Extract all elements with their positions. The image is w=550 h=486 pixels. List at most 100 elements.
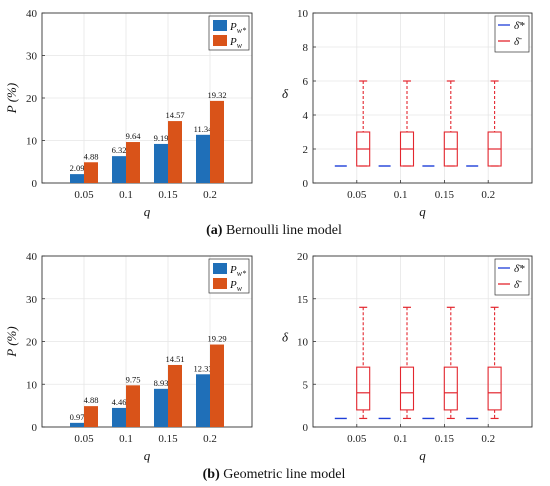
y-axis-label: P (%) <box>4 83 19 114</box>
legend-label-main: P <box>229 36 237 48</box>
x-tick-label: 0.15 <box>435 189 455 201</box>
data-label: 6.32 <box>112 145 127 155</box>
caption-a-tag: (a) <box>206 223 223 238</box>
data-label: 19.29 <box>207 334 226 344</box>
bar-pw <box>210 344 224 427</box>
x-tick-label: 0.2 <box>203 433 217 445</box>
y-tick-label: 40 <box>26 251 38 263</box>
box <box>356 366 371 411</box>
y-tick-label: 15 <box>297 294 309 306</box>
bar-pw-star <box>112 156 126 183</box>
legend-label: Pw* <box>229 21 246 35</box>
caption-a: (a) Bernoulli line model <box>206 223 342 238</box>
legend-label-main: P <box>229 279 237 291</box>
y-tick-label: 10 <box>297 337 309 349</box>
legend: δ̄* δ̄ <box>494 15 530 53</box>
bar-pw-star <box>154 388 168 427</box>
y-tick-label: 0 <box>32 178 38 190</box>
data-label: 14.51 <box>165 354 184 364</box>
data-label: 4.88 <box>84 151 99 161</box>
bar-pw <box>168 121 182 183</box>
bar-pw <box>126 142 140 183</box>
legend: δ̄* δ̄ <box>494 258 530 296</box>
y-tick-label: 0 <box>303 178 309 190</box>
x-tick-label: 0.15 <box>158 433 178 445</box>
y-tick-label: 8 <box>303 42 309 54</box>
bar-pw-star <box>196 374 210 427</box>
legend-label-subscript: w <box>237 284 243 293</box>
x-tick-label: 0.15 <box>158 189 178 201</box>
legend-swatch <box>213 263 227 274</box>
y-tick-label: 0 <box>32 422 38 434</box>
y-tick-label: 10 <box>297 8 309 20</box>
legend-label-subscript: w* <box>237 269 246 278</box>
x-tick-label: 0.2 <box>481 189 495 201</box>
x-tick-label: 0.15 <box>435 433 455 445</box>
legend-label-main: P <box>229 264 237 276</box>
legend-label: δ̄ <box>514 279 522 291</box>
legend-box <box>494 15 530 53</box>
legend-label: Pw <box>229 279 243 293</box>
bar-pw-star <box>70 422 84 427</box>
y-tick-label: 30 <box>26 51 38 63</box>
bar-pw-star <box>196 134 210 183</box>
bar-chart-geometric: 0 10 20 30 40 0.05 0.1 0.15 0.2 q P (%) 0.97 4.46 8.9… <box>4 251 253 463</box>
data-label: 9.75 <box>126 374 141 384</box>
y-tick-label: 20 <box>26 337 38 349</box>
x-tick-label: 0.1 <box>119 433 133 445</box>
data-label: 4.88 <box>84 395 99 405</box>
legend-label: Pw* <box>229 264 246 278</box>
x-axis-label: q <box>144 448 151 463</box>
legend-label: δ̄ <box>514 36 522 48</box>
data-label: 2.09 <box>70 163 85 173</box>
caption-b-text: Geometric line model <box>220 467 346 482</box>
bar-pw <box>168 364 182 427</box>
axes-box <box>312 12 533 184</box>
box-plot-bernoulli: 0 2 4 6 8 10 0.05 0.1 0.15 0.2 q δ δ̄* δ̄ <box>282 8 533 219</box>
box <box>399 366 415 411</box>
y-tick-label: 2 <box>303 144 309 156</box>
y-axis-label: P (%) <box>4 326 19 357</box>
y-tick-label: 6 <box>303 76 309 88</box>
caption-b-tag: (b) <box>203 467 220 482</box>
data-label: 9.64 <box>126 131 142 141</box>
legend-label: δ̄* <box>514 20 525 32</box>
bar-pw-star <box>112 407 126 427</box>
legend-label: δ̄* <box>514 263 525 275</box>
data-label: 19.32 <box>207 90 226 100</box>
bar-pw <box>84 162 98 183</box>
x-tick-label: 0.05 <box>347 433 367 445</box>
bar-pw-star <box>154 143 168 183</box>
x-axis-label: q <box>419 204 426 219</box>
bar-pw <box>210 100 224 183</box>
y-axis-label: δ <box>282 86 289 101</box>
x-tick-label: 0.1 <box>394 189 408 201</box>
x-axis-label: q <box>144 204 151 219</box>
box <box>487 366 502 411</box>
x-tick-label: 0.2 <box>481 433 495 445</box>
legend-swatch <box>213 20 227 31</box>
y-tick-label: 20 <box>297 251 309 263</box>
x-axis-label: q <box>419 448 426 463</box>
legend: Pw*Pw <box>208 258 250 294</box>
x-tick-label: 0.1 <box>394 433 408 445</box>
legend-label-subscript: w <box>237 41 243 50</box>
bar-pw <box>126 385 140 427</box>
y-tick-label: 0 <box>303 422 309 434</box>
x-tick-label: 0.05 <box>347 189 367 201</box>
box <box>443 366 458 411</box>
legend-label-main: P <box>229 21 237 33</box>
bar-pw-star <box>70 174 84 183</box>
y-tick-label: 10 <box>26 136 38 148</box>
x-tick-label: 0.2 <box>203 189 217 201</box>
x-tick-label: 0.05 <box>74 433 94 445</box>
legend-swatch <box>213 278 227 289</box>
legend-box <box>494 258 530 296</box>
data-label: 12.33 <box>193 363 212 373</box>
data-label: 14.57 <box>165 110 184 120</box>
y-tick-label: 20 <box>26 93 38 105</box>
y-tick-label: 10 <box>26 379 38 391</box>
legend-label-subscript: w* <box>237 26 246 35</box>
x-tick-label: 0.05 <box>74 189 94 201</box>
